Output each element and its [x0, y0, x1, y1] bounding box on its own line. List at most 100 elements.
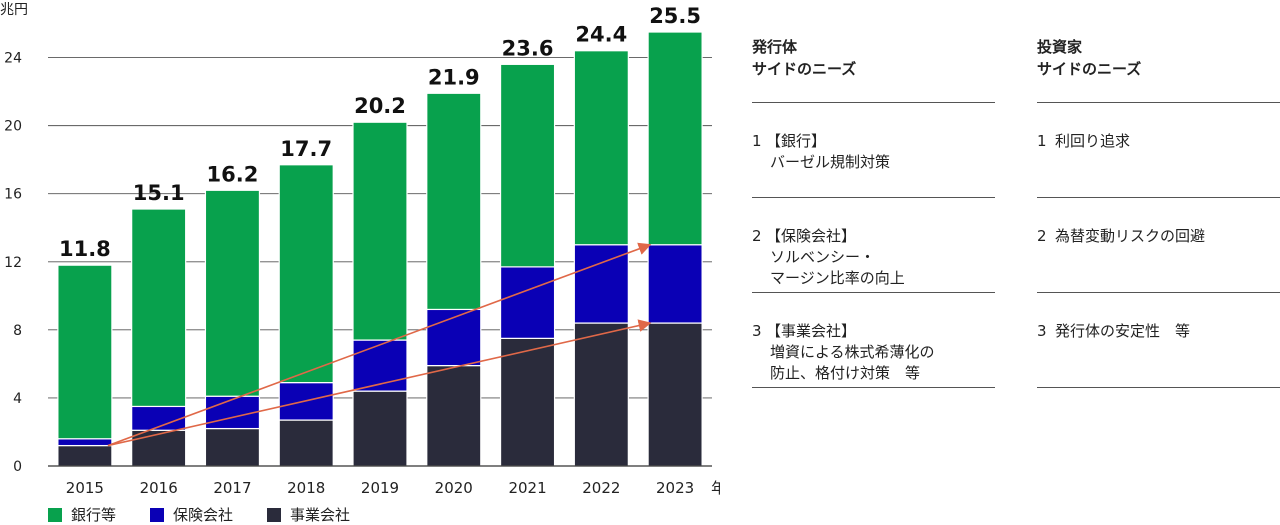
x-tick-label: 2021	[508, 479, 546, 497]
bar-total-label: 24.4	[575, 23, 627, 47]
bar-total-label: 23.6	[502, 36, 554, 60]
legend-label-corporate: 事業会社	[290, 506, 351, 524]
item-number: 2	[1037, 227, 1047, 245]
bar-segment	[426, 364, 482, 467]
x-tick-label: 2022	[582, 479, 620, 497]
x-tick-label: 2020	[435, 479, 473, 497]
bar-segment	[499, 63, 556, 268]
x-tick-label: 2019	[361, 479, 399, 497]
bar-segment	[426, 308, 482, 367]
item-line: 利回り追求	[1055, 132, 1131, 150]
item-line: 防止、格付け対策 等	[770, 364, 921, 382]
item-line: 発行体の安定性 等	[1055, 322, 1191, 340]
bar-total-label: 17.7	[280, 137, 332, 161]
bar-total-label: 16.2	[207, 162, 259, 186]
item-number: 2	[752, 227, 762, 245]
bar-segment	[57, 444, 113, 467]
issuer-needs-heading: 発行体 サイドのニーズ	[752, 36, 995, 102]
legend-item-banks: 銀行等	[48, 504, 116, 525]
issuer-needs-column: 発行体 サイドのニーズ 1 【銀行】 バーゼル規制対策 2 【保険会社】 ソルベ…	[752, 36, 995, 388]
bar-segment	[647, 244, 703, 324]
trend-arrow	[107, 319, 652, 447]
bar-total-label: 11.8	[59, 237, 111, 261]
item-line: 【事業会社】	[766, 322, 857, 340]
bar-segment	[131, 429, 187, 467]
legend-item-corporate: 事業会社	[267, 504, 350, 525]
divider	[752, 102, 995, 103]
x-tick-label: 2016	[140, 479, 178, 497]
issuer-heading-line-2: サイドのニーズ	[752, 60, 857, 78]
legend-swatch-banks	[48, 507, 62, 522]
bar-segment	[499, 337, 556, 467]
issuer-need-item: 2 【保険会社】 ソルベンシー・ マージン比率の向上	[752, 198, 995, 292]
x-tick-label: 2023	[656, 479, 694, 497]
bar-segment	[647, 322, 703, 467]
bar-segment	[57, 438, 113, 447]
bar-segment	[499, 266, 556, 339]
bar-total-label: 20.2	[354, 94, 406, 118]
item-line: 【保険会社】	[766, 227, 857, 245]
legend-swatch-insurance	[150, 507, 165, 522]
issuer-heading-line-1: 発行体	[752, 38, 798, 56]
investor-need-item: 1 利回り追求	[1037, 103, 1280, 197]
y-tick-label: 8	[13, 323, 22, 339]
item-number: 1	[1037, 132, 1047, 150]
legend-item-insurance: 保険会社	[150, 504, 233, 525]
bar-segment	[204, 427, 261, 467]
y-tick-label: 20	[4, 119, 22, 135]
issuer-need-item: 3 【事業会社】 増資による株式希薄化の 防止、格付け対策 等	[752, 293, 995, 387]
bar-segment	[57, 264, 113, 440]
divider	[752, 197, 995, 198]
y-tick-label: 0	[13, 459, 22, 475]
divider	[1037, 197, 1280, 198]
bar-segment	[647, 31, 703, 246]
item-line: マージン比率の向上	[770, 269, 905, 287]
investor-needs-column: 投資家 サイドのニーズ 1 利回り追求 2 為替変動リスクの回避 3 発行体の安…	[1037, 36, 1280, 388]
bar-segment	[352, 121, 408, 341]
bar-segment	[131, 208, 187, 408]
x-unit-label: 年	[711, 479, 720, 497]
legend-label-insurance: 保険会社	[173, 506, 234, 524]
bar-total-label: 21.9	[428, 65, 480, 89]
divider	[752, 387, 995, 388]
issuer-need-item: 1 【銀行】 バーゼル規制対策	[752, 103, 995, 197]
item-line: 為替変動リスクの回避	[1055, 227, 1206, 245]
investor-need-item: 2 為替変動リスクの回避	[1037, 198, 1280, 292]
investor-heading-line-2: サイドのニーズ	[1037, 60, 1142, 78]
y-tick-label: 24	[4, 51, 22, 67]
x-tick-label: 2015	[66, 479, 104, 497]
item-number: 3	[1037, 322, 1047, 340]
legend-label-banks: 銀行等	[71, 506, 117, 524]
item-number: 1	[752, 132, 762, 150]
stacked-bar-chart: 0 4 8 12 16 20 24 兆円 11.8 2015 15.1 2016 16.2 2017 17.…	[0, 2, 720, 497]
bar-total-label: 15.1	[133, 181, 185, 205]
trend-arrow	[107, 242, 652, 447]
legend-swatch-corporate	[267, 507, 282, 522]
y-tick-label: 4	[13, 391, 22, 407]
item-line: ソルベンシー・	[770, 248, 876, 266]
y-tick-label: 16	[4, 187, 22, 203]
divider	[1037, 387, 1280, 388]
chart-legend: 銀行等 保険会社 事業会社	[48, 504, 384, 525]
x-tick-label: 2018	[287, 479, 325, 497]
x-tick-label: 2017	[213, 479, 251, 497]
y-unit-label: 兆円	[0, 2, 28, 18]
y-tick-label: 12	[4, 255, 22, 271]
divider	[752, 292, 995, 293]
investor-need-item: 3 発行体の安定性 等	[1037, 293, 1280, 387]
investor-needs-heading: 投資家 サイドのニーズ	[1037, 36, 1280, 102]
item-line: 増資による株式希薄化の	[770, 343, 935, 361]
divider	[1037, 292, 1280, 293]
bar-segment	[426, 92, 482, 311]
bar-segment	[278, 419, 334, 467]
investor-heading-line-1: 投資家	[1037, 38, 1083, 56]
bar-segment	[573, 322, 629, 467]
bar-segment	[204, 189, 261, 397]
item-line: バーゼル規制対策	[770, 153, 891, 171]
divider	[1037, 102, 1280, 103]
item-line: 【銀行】	[766, 132, 827, 150]
bar-segment	[573, 50, 629, 246]
bar-segment	[352, 390, 408, 467]
bar-segment	[278, 164, 334, 384]
bar-total-label: 25.5	[649, 4, 701, 28]
